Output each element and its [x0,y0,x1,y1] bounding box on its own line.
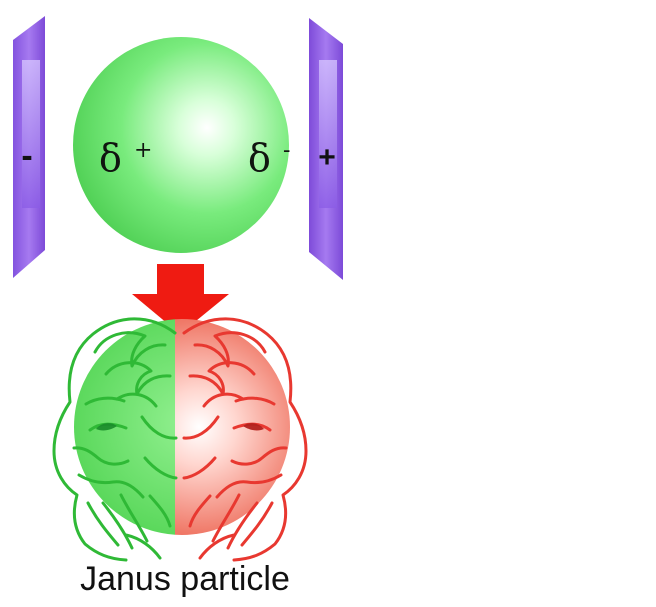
charge-right-symbol: δ [248,136,271,180]
charge-left-sup: + [134,138,152,163]
left-illustration: - + δ + δ - [13,16,343,562]
charge-right-sup: - [283,138,290,163]
left-electrode-sign: - [21,137,32,175]
charge-right: δ - [248,136,290,180]
right-electrode-sign: + [318,141,336,174]
janus-particle-illustration [52,317,308,562]
polarized-sphere: δ + δ - [73,37,290,253]
left-electrode: - [13,16,45,278]
left-down-arrow [132,264,229,334]
charge-left-symbol: δ [99,136,122,180]
right-electrode: + [309,18,343,280]
charge-left: δ + [99,136,152,180]
janus-particle-caption: Janus particle [80,560,290,598]
